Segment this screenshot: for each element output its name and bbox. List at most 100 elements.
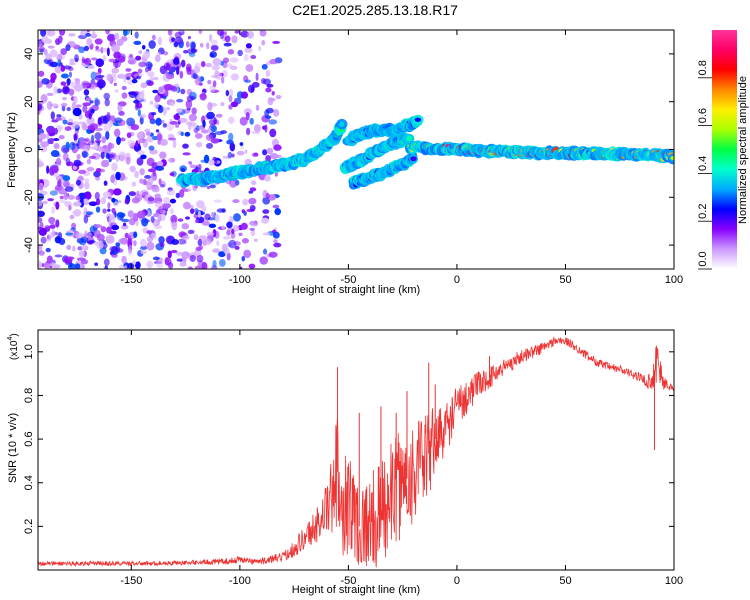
heatmap-noise-blob: [41, 35, 49, 44]
heatmap-noise-blob: [208, 223, 217, 229]
heatmap-noise-blob: [185, 63, 192, 72]
heatmap-noise-blob: [158, 86, 164, 92]
heatmap-noise-blob: [162, 122, 167, 128]
heatmap-noise-blob: [146, 157, 155, 167]
heatmap-noise-blob: [40, 141, 50, 148]
heatmap-noise-blob: [169, 198, 177, 204]
heatmap-noise-blob: [124, 198, 130, 205]
heatmap-noise-blob: [195, 219, 199, 224]
heatmap-noise-blob: [38, 103, 43, 111]
heatmap-noise-blob: [197, 163, 202, 170]
heatmap-noise-blob: [220, 130, 228, 135]
heatmap-noise-blob: [198, 30, 203, 35]
heatmap-noise-blob: [266, 147, 274, 155]
heatmap-noise-blob: [159, 139, 168, 146]
heatmap-noise-blob: [56, 114, 62, 118]
heatmap-noise-blob: [181, 251, 190, 260]
heatmap-noise-blob: [46, 165, 50, 174]
y-tick-label: 0.4: [23, 475, 35, 490]
heatmap-noise-blob: [83, 207, 88, 214]
heatmap-noise-blob: [43, 262, 50, 269]
heatmap-noise-blob: [198, 235, 207, 241]
heatmap-noise-blob: [60, 73, 69, 79]
heatmap-y-ticks: -40 -20 0 20 40: [23, 48, 674, 253]
colorbar-tick-label: 0.6: [697, 108, 709, 123]
heatmap-noise-blob: [249, 187, 257, 192]
heatmap-noise-blob: [95, 233, 101, 237]
heatmap-noise-blob: [172, 140, 177, 149]
heatmap-noise-blob: [185, 121, 193, 126]
heatmap-noise-blob: [93, 142, 98, 150]
heatmap-noise-blob: [173, 57, 180, 66]
heatmap-noise-blob: [266, 83, 274, 88]
heatmap-noise-blob: [67, 263, 76, 269]
heatmap-noise-blob: [47, 45, 55, 49]
heatmap-noise-blob: [119, 214, 124, 221]
heatmap-noise-blob: [126, 117, 136, 127]
heatmap-noise-blob: [179, 189, 185, 198]
heatmap-noise-blob: [163, 51, 169, 56]
heatmap-noise-blob: [154, 54, 161, 63]
heatmap-noise-blob: [68, 62, 76, 66]
heatmap-noise-blob: [100, 197, 106, 205]
heatmap-noise-blob: [133, 99, 140, 104]
heatmap-noise-blob: [224, 35, 231, 43]
heatmap-noise-blob: [139, 238, 147, 248]
heatmap-noise-blob: [211, 64, 220, 71]
heatmap-noise-blob: [106, 73, 113, 82]
heatmap-noise-blob: [208, 34, 213, 42]
heatmap-noise-blob: [81, 58, 86, 64]
heatmap-noise-blob: [185, 41, 190, 48]
heatmap-noise-blob: [109, 245, 118, 252]
heatmap-noise-blob: [185, 216, 191, 220]
heatmap-noise-blob: [131, 181, 137, 187]
heatmap-noise-blob: [180, 131, 184, 137]
heatmap-noise-blob: [259, 256, 268, 265]
heatmap-noise-blob: [59, 30, 66, 36]
heatmap-noise-blob: [39, 221, 44, 231]
heatmap-noise-blob: [167, 250, 172, 259]
heatmap-noise-blob: [88, 201, 98, 207]
heatmap-noise-blob: [114, 62, 119, 69]
heatmap-noise-blob: [244, 79, 252, 83]
y-tick-label: 0.6: [23, 431, 35, 446]
heatmap-noise-blob: [193, 208, 199, 212]
heatmap-noise-blob: [191, 107, 197, 115]
heatmap-noise-blob: [49, 49, 58, 58]
snr-multiplier-base: (x10: [9, 340, 20, 360]
heatmap-noise-blob: [222, 236, 232, 240]
heatmap-noise-blob: [84, 138, 89, 142]
heatmap-noise-blob: [103, 123, 112, 132]
heatmap-noise-blob: [84, 181, 90, 190]
heatmap-noise-blob: [271, 91, 275, 96]
heatmap-noise-blob: [106, 47, 110, 57]
x-tick-label: 50: [559, 575, 571, 587]
heatmap-noise-blob: [103, 258, 110, 267]
heatmap-noise-blob: [210, 138, 220, 144]
colorbar-tick-label: 0.0: [697, 251, 709, 266]
heatmap-noise-blob: [115, 242, 121, 247]
heatmap-noise-blob: [38, 199, 43, 207]
heatmap-noise-blob: [170, 249, 178, 254]
heatmap-noise-blob: [65, 141, 70, 150]
heatmap-noise-blob: [166, 189, 176, 196]
heatmap-noise-blob: [169, 121, 178, 125]
heatmap-noise-blob: [38, 70, 45, 77]
heatmap-noise-blob: [100, 151, 105, 160]
heatmap-noise-blob: [149, 77, 155, 81]
heatmap-noise-blob: [238, 232, 243, 237]
heatmap-noise-blob: [93, 170, 101, 178]
heatmap-noise-blob: [168, 157, 173, 163]
heatmap-noise-blob: [275, 94, 282, 100]
x-tick-label: 0: [454, 575, 460, 587]
heatmap-noise-blob: [111, 253, 118, 258]
heatmap-noise-blob: [223, 42, 232, 47]
heatmap-noise-blob: [223, 247, 230, 255]
y-tick-label: 0.8: [23, 388, 35, 403]
heatmap-noise-blob: [245, 127, 251, 136]
heatmap-noise-blob: [262, 248, 268, 255]
heatmap-noise-blob: [195, 141, 203, 148]
x-tick-label: 50: [559, 274, 571, 286]
heatmap-noise-blob: [113, 51, 121, 59]
heatmap-noise-blob: [166, 106, 170, 111]
